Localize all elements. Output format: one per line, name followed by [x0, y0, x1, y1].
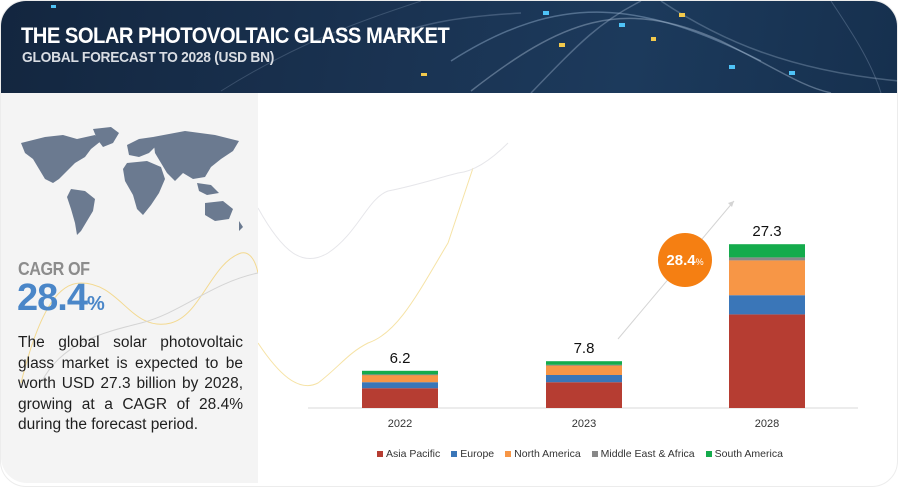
legend-swatch-icon: [377, 451, 383, 457]
legend-item: Europe: [451, 448, 494, 460]
bar-segment-north-america-2022: [362, 375, 438, 383]
bar-segment-south-america-2022: [362, 370, 438, 375]
stacked-bar-chart: 6.2 2022 7.8 2023 27.3 2028: [258, 142, 858, 430]
x-tick-label: 2023: [572, 418, 596, 430]
fiber-lines-decoration: [51, 1, 897, 93]
x-tick-label: 2022: [388, 418, 412, 430]
page-subtitle: GLOBAL FORECAST TO 2028 (USD BN): [22, 49, 275, 66]
header-banner: THE SOLAR PHOTOVOLTAIC GLASS MARKET GLOB…: [1, 1, 897, 93]
cagr-unit: %: [86, 293, 105, 315]
chart-legend: Asia Pacific Europe North America Middle Ea…: [377, 448, 783, 460]
legend-item: North America: [505, 448, 581, 460]
bar-segment-asia-pacific-2028: [729, 314, 805, 408]
bar-segment-asia-pacific-2022: [362, 388, 438, 408]
bar-segment-europe-2028: [729, 295, 805, 315]
bar-segment-middle-east-africa-2023: [546, 364, 622, 366]
world-map-icon: [21, 127, 243, 235]
cagr-number: 28.4: [17, 277, 88, 319]
bar-segment-asia-pacific-2023: [546, 382, 622, 408]
legend-label: Middle East & Africa: [600, 448, 695, 460]
page-title: THE SOLAR PHOTOVOLTAIC GLASS MARKET: [21, 23, 450, 48]
bar-total-label: 6.2: [390, 350, 411, 367]
bar-segment-europe-2023: [546, 375, 622, 383]
growth-rate-value: 28.4: [666, 251, 696, 269]
legend-label: Asia Pacific: [386, 448, 441, 460]
bar-segment-north-america-2023: [546, 365, 622, 375]
bar-segment-europe-2022: [362, 382, 438, 389]
growth-rate-bubble: 28.4%: [658, 233, 712, 287]
legend-item: Asia Pacific: [377, 448, 440, 460]
bar-segment-south-america-2028: [729, 244, 805, 258]
summary-panel: CAGR OF 28.4% The global solar photovolt…: [1, 93, 258, 483]
growth-arrow-head: [728, 201, 734, 207]
legend-item: Middle East & Africa: [591, 448, 695, 460]
market-description: The global solar photovoltaic glass mark…: [18, 334, 243, 433]
bar-segment-south-america-2023: [546, 361, 622, 365]
legend-swatch-icon: [451, 451, 458, 457]
bar-total-label: 7.8: [574, 340, 595, 357]
bar-segment-middle-east-africa-2022: [362, 374, 438, 376]
bar-segment-middle-east-africa-2028: [729, 257, 805, 261]
growth-rate-unit: %: [695, 256, 704, 267]
legend-swatch-icon: [705, 451, 712, 457]
legend-swatch-icon: [591, 451, 598, 457]
cagr-value: 28.4%: [17, 277, 105, 320]
legend-swatch-icon: [505, 451, 512, 457]
x-tick-label: 2028: [755, 418, 779, 430]
legend-label: North America: [514, 448, 581, 460]
bar-segment-north-america-2028: [729, 260, 805, 296]
bar-total-label: 27.3: [752, 223, 781, 240]
decorative-curves: [20, 252, 258, 383]
legend-label: Europe: [460, 448, 495, 460]
cagr-label: CAGR OF: [18, 259, 90, 279]
legend-item: South America: [705, 448, 783, 460]
legend-label: South America: [714, 448, 783, 460]
